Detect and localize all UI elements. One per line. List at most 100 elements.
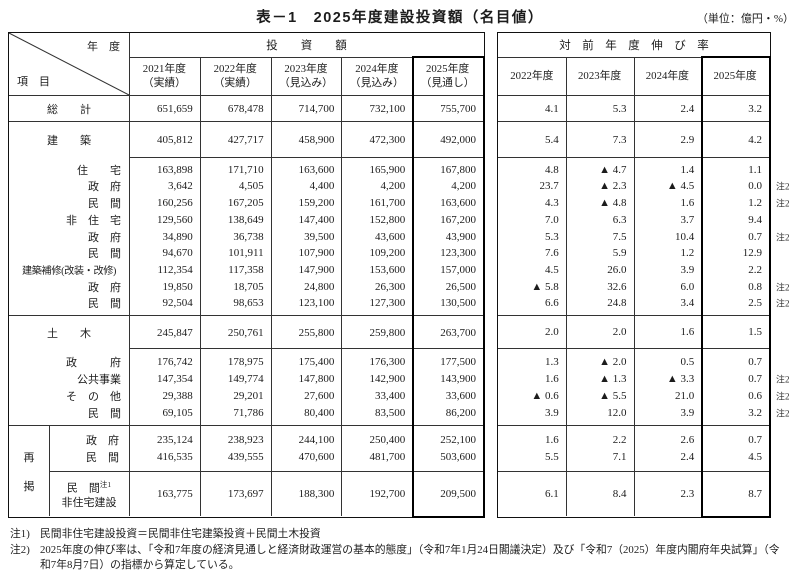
value-cell: 26.0: [607, 263, 627, 276]
table-row: 4.1 5.3 2.4 3.2: [498, 96, 770, 121]
value-cell: 2.0: [612, 326, 627, 338]
column-header: 2025年度: [713, 69, 757, 82]
footnote-1: 注1) 民間非住宅建設投資＝民間非住宅建築投資＋民間土木投資: [10, 527, 790, 543]
value-cell: 33,600: [445, 389, 476, 402]
value-cell: 3.9: [680, 406, 695, 419]
note-ref: 注2: [776, 198, 790, 209]
value-cell: 123,100: [298, 297, 335, 310]
column-header-year: 2025年度: [425, 63, 470, 75]
value-cell: 101,911: [228, 247, 264, 260]
table-row: ▲ 0.6 ▲ 5.5 21.0 0.6 注2: [498, 387, 789, 404]
note-ref: 注2: [776, 391, 790, 401]
left-table-header: 年 度 項 目 投 資 額 2021年度 （実績） 2022年度 （実績） 2023年度…: [9, 33, 484, 96]
column-divider: [199, 349, 201, 425]
value-cell: 2.9: [680, 133, 695, 146]
value-cell: 9.4: [748, 213, 762, 226]
value-cell: 4.1: [545, 102, 559, 115]
row-label: そ の 他: [66, 390, 121, 403]
row-label: 民 間: [86, 452, 119, 464]
column-divider: [199, 58, 201, 95]
value-cell: 235,124: [157, 434, 193, 446]
value-cell: 4.2: [748, 133, 762, 146]
value-cell: 1.6: [680, 197, 695, 210]
value-cell: 4.5: [545, 263, 559, 276]
value-cell: 245,847: [157, 326, 193, 339]
row-label: 民 間: [88, 298, 121, 311]
table-section: 2.0 2.0 1.6 1.5: [498, 316, 770, 349]
value-cell: 167,200: [440, 213, 476, 226]
value-cell: 4.5: [748, 451, 762, 463]
value-cell: 160,256: [157, 197, 193, 210]
value-cell: 36,738: [233, 230, 264, 243]
column-divider: [129, 122, 130, 158]
value-cell: 173,697: [227, 488, 264, 500]
column-divider: [633, 316, 635, 348]
column-divider: [633, 96, 635, 121]
value-cell: 3.2: [748, 406, 762, 419]
value-cell: ▲ 1.3: [599, 372, 627, 385]
column-divider: [412, 96, 414, 121]
value-cell: 32.6: [607, 280, 627, 293]
value-cell: 94,670: [162, 247, 193, 260]
column-divider: [412, 426, 414, 516]
column-divider: [129, 349, 130, 425]
value-cell: 161,700: [369, 197, 406, 210]
reprint-label: 再掲: [9, 426, 49, 516]
column-divider: [701, 158, 703, 315]
value-cell: 252,100: [440, 434, 476, 446]
table-section: 総 計 651,659 678,478 714,700 732,100 755,700: [9, 96, 484, 122]
column-header-kind: （見通し）: [420, 76, 475, 89]
table-title: 表－1 2025年度建設投資額（名目値）: [256, 10, 544, 26]
value-cell: 163,600: [440, 197, 476, 210]
value-cell: 2.5: [748, 297, 762, 310]
value-cell: 165,900: [369, 163, 406, 176]
value-cell: ▲ 3.3: [666, 372, 695, 385]
value-cell: 0.5: [680, 355, 695, 368]
table-row: 1.3 ▲ 2.0 0.5 0.7: [498, 353, 770, 370]
value-cell: ▲ 5.8: [531, 280, 559, 293]
table-row: 5.5 7.1 2.4 4.5: [498, 449, 770, 466]
table-row: 23.7 ▲ 2.3 ▲ 4.5 0.0 注2: [498, 178, 790, 195]
value-cell: 33,400: [374, 389, 406, 402]
table-row: 7.0 6.3 3.7 9.4: [498, 211, 770, 228]
value-cell: 651,659: [157, 102, 193, 115]
value-cell: 6.1: [545, 488, 559, 500]
value-cell: 71,786: [233, 406, 264, 419]
value-cell: 29,388: [162, 389, 193, 402]
table-section: 4.8 ▲ 4.7 1.4 1.1 23.7 ▲ 2.3 ▲ 4.5 0.0 注2 4.3 ▲ 4.…: [498, 158, 790, 316]
value-cell: 0.8: [748, 280, 762, 293]
value-cell: 678,478: [227, 102, 264, 115]
column-divider: [341, 58, 343, 95]
value-cell: 0.7: [748, 372, 762, 385]
value-cell: 3.9: [680, 263, 695, 276]
column-divider: [565, 349, 567, 425]
value-cell: 263,700: [440, 326, 476, 339]
column-divider: [701, 316, 703, 348]
left-table-body: 総 計 651,659 678,478 714,700 732,100 755,700 建 …: [9, 96, 484, 516]
column-header-year: 2023年度: [284, 63, 328, 75]
value-cell: 130,500: [440, 297, 476, 310]
row-label: 土 木: [47, 327, 91, 340]
column-divider: [565, 58, 567, 95]
table-row: 民 間注1 非住宅建設 163,775 173,697 188,300 192,700 20…: [49, 472, 484, 516]
column-divider: [270, 96, 272, 121]
value-cell: 92,504: [162, 297, 193, 310]
column-divider: [199, 316, 201, 349]
table-row: 1.6 ▲ 1.3 ▲ 3.3 0.7 注2: [498, 370, 790, 387]
value-cell: 142,900: [369, 372, 406, 385]
value-cell: 481,700: [369, 451, 406, 463]
footnote-2: 注2) 2025年度の伸び率は、「令和7年度の経済見通しと経済財政運営の基本的態…: [10, 543, 790, 574]
reprint-label-char: 再: [23, 451, 35, 464]
column-header: 2025年度 （見通し）: [412, 58, 483, 95]
value-cell: 6.6: [545, 297, 559, 310]
footnotes: 注1) 民間非住宅建設投資＝民間非住宅建築投資＋民間土木投資 注2) 2025年…: [10, 527, 790, 574]
table-row: ▲ 5.8 32.6 6.0 0.8 注2: [498, 278, 789, 295]
value-cell: 149,774: [227, 372, 264, 385]
unit-label: （単位：億円・%）: [696, 13, 794, 25]
note-ref: 注2: [776, 298, 790, 309]
reprint-label-char: 掲: [23, 480, 35, 493]
value-cell: 7.6: [545, 247, 559, 260]
value-cell: 167,205: [227, 197, 264, 210]
table-row: 4.8 ▲ 4.7 1.4 1.1: [498, 161, 770, 178]
